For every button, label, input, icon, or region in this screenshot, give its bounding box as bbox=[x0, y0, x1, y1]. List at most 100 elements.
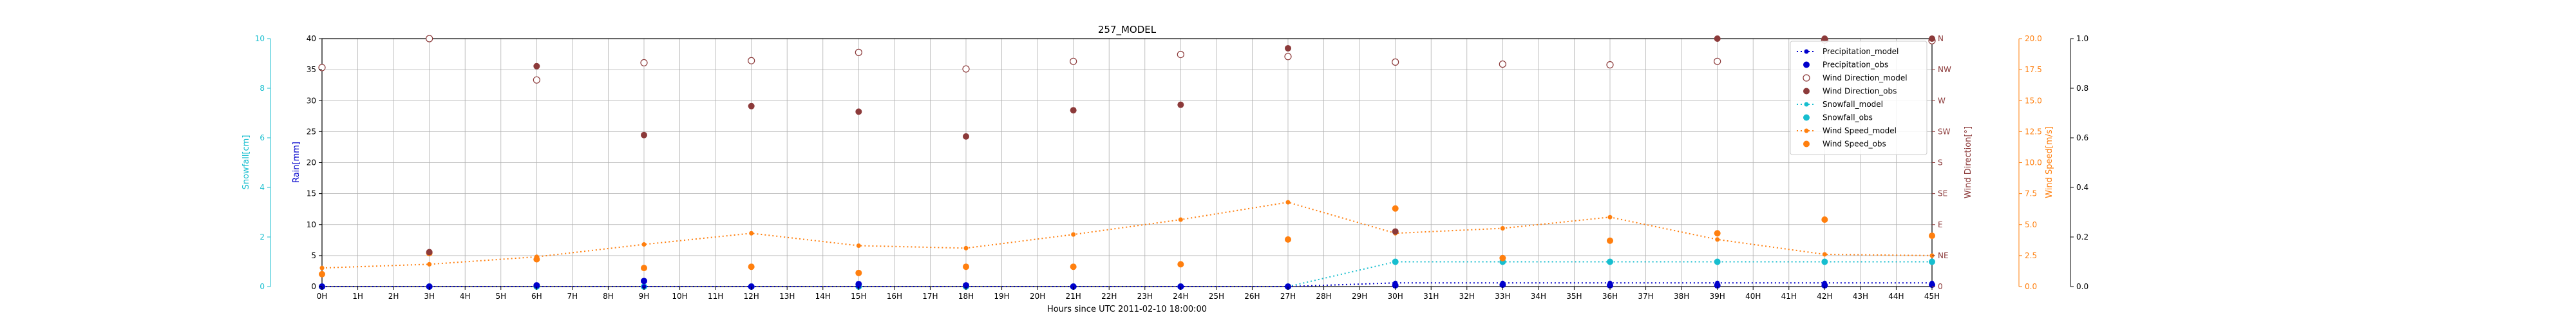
precipitation-obs-point bbox=[1607, 282, 1613, 289]
x-tick-label: 18H bbox=[958, 292, 974, 301]
wind-speed-obs-point bbox=[1929, 232, 1935, 240]
rain-tick-label: 0 bbox=[311, 282, 316, 291]
wind-direction-model-point bbox=[640, 59, 648, 67]
snowfall-obs-point bbox=[1929, 258, 1935, 265]
wind-speed-obs-point bbox=[1177, 261, 1184, 268]
legend-label-wind-speed-obs: Wind Speed_obs bbox=[1823, 140, 1886, 149]
precipitation-obs-point bbox=[1821, 282, 1828, 289]
legend-marker-wind-speed-obs bbox=[1803, 140, 1810, 147]
wind-speed-model-point bbox=[856, 243, 861, 248]
wind-direction-model-point bbox=[962, 65, 970, 73]
extra-tick-label: 0.2 bbox=[2076, 232, 2088, 242]
x-tick-label: 44H bbox=[1888, 292, 1904, 301]
wind-direction-obs-point bbox=[1070, 107, 1077, 114]
precipitation-obs-point bbox=[641, 278, 647, 285]
wind-speed-obs-point bbox=[1607, 237, 1613, 244]
x-axis-label: Hours since UTC 2011-02-10 18:00:00 bbox=[1047, 305, 1207, 314]
extra-tick-label: 0.4 bbox=[2076, 183, 2088, 192]
x-tick-label: 15H bbox=[851, 292, 866, 301]
x-tick-label: 36H bbox=[1602, 292, 1618, 301]
wind-speed-tick-label: 20.0 bbox=[2025, 34, 2042, 43]
snowfall-obs-point bbox=[1392, 258, 1399, 265]
x-tick-label: 0H bbox=[317, 292, 328, 301]
wind-direction-obs-point bbox=[1392, 228, 1399, 235]
x-tick-label: 25H bbox=[1209, 292, 1224, 301]
wind-direction-model-point bbox=[748, 57, 755, 64]
x-tick-label: 38H bbox=[1674, 292, 1689, 301]
series-layer bbox=[318, 35, 1936, 290]
x-tick-label: 45H bbox=[1924, 292, 1940, 301]
x-tick-label: 23H bbox=[1137, 292, 1153, 301]
x-tick-label: 13H bbox=[779, 292, 795, 301]
rain-tick-label: 20 bbox=[307, 158, 316, 167]
precipitation-obs-point bbox=[1714, 282, 1721, 289]
precipitation-model-line bbox=[322, 282, 1932, 287]
x-tick-label: 12H bbox=[744, 292, 759, 301]
grid bbox=[321, 38, 1933, 287]
rain-tick-label: 40 bbox=[307, 34, 316, 43]
x-tick-label: 35H bbox=[1566, 292, 1582, 301]
precipitation-obs-point bbox=[1499, 281, 1506, 289]
wind-speed-model-line bbox=[321, 202, 1933, 269]
x-tick-label: 14H bbox=[815, 292, 831, 301]
snowfall-tick-label: 4 bbox=[260, 183, 265, 192]
wind-speed-obs-point bbox=[1070, 263, 1077, 270]
wind-direction-model-point bbox=[1499, 60, 1506, 68]
wind-direction-obs-point bbox=[641, 131, 647, 138]
x-tick-label: 9H bbox=[639, 292, 650, 301]
x-tick-label: 6H bbox=[531, 292, 542, 301]
snowfall-obs-point bbox=[1821, 258, 1828, 265]
wind-direction-tick-label: SW bbox=[1938, 127, 1951, 136]
extra-tick-label: 0.6 bbox=[2076, 133, 2088, 142]
wind-direction-model-point bbox=[426, 35, 433, 43]
wind-speed-obs-point bbox=[1499, 254, 1506, 261]
legend-label-wind-speed-model: Wind Speed_model bbox=[1823, 126, 1897, 135]
x-tick-label: 1H bbox=[352, 292, 363, 301]
x-tick-label: 34H bbox=[1531, 292, 1546, 301]
wind-direction-tick-label: E bbox=[1938, 220, 1943, 229]
wind-speed-model-point bbox=[1607, 214, 1613, 220]
wind-direction-axis-label: Wind Direction[°] bbox=[1964, 126, 1973, 198]
wind-speed-model-point bbox=[1500, 226, 1505, 231]
x-tick-label: 5H bbox=[495, 292, 506, 301]
wind-speed-tick-label: 0.0 bbox=[2025, 282, 2037, 291]
x-tick-label: 27H bbox=[1280, 292, 1296, 301]
snowfall-tick-label: 0 bbox=[260, 282, 265, 291]
x-tick-label: 10H bbox=[672, 292, 687, 301]
wind-direction-model-series bbox=[318, 35, 1936, 84]
wind-speed-model-point bbox=[319, 265, 325, 270]
wind-speed-model-point bbox=[1071, 232, 1076, 237]
wind-direction-tick-label: N bbox=[1938, 34, 1944, 43]
wind-speed-model-point bbox=[1285, 200, 1291, 205]
wind-direction-obs-point bbox=[426, 249, 433, 256]
extra-tick-label: 1.0 bbox=[2076, 34, 2088, 43]
wind-direction-obs-point bbox=[1821, 35, 1828, 42]
wind-speed-obs-point bbox=[1714, 230, 1721, 237]
wind-speed-model-point bbox=[1178, 217, 1183, 222]
x-tick-label: 26H bbox=[1244, 292, 1260, 301]
wind-speed-tick-label: 7.5 bbox=[2025, 189, 2037, 198]
wind-direction-obs-point bbox=[963, 133, 969, 140]
x-tick-label: 43H bbox=[1853, 292, 1868, 301]
axes-layer: 0H 1H 2H 3H 4H 5H 6H 7H 8H 9H 10H 11H 12H 13H 14H 15H 16… bbox=[255, 34, 2088, 301]
x-tick-label: 30H bbox=[1388, 292, 1403, 301]
x-tick-label: 37H bbox=[1638, 292, 1653, 301]
precipitation-obs-point bbox=[1392, 282, 1399, 289]
wind-direction-obs-point bbox=[748, 102, 755, 109]
wind-direction-model-point bbox=[855, 48, 862, 56]
legend-label-snowfall-obs: Snowfall_obs bbox=[1823, 113, 1873, 122]
wind-speed-tick-label: 12.5 bbox=[2025, 127, 2042, 136]
wind-speed-model-point bbox=[1822, 252, 1827, 257]
wind-direction-model-point bbox=[318, 64, 326, 71]
wind-direction-model-point bbox=[1284, 53, 1292, 61]
x-tick-label: 29H bbox=[1352, 292, 1367, 301]
rain-tick-label: 35 bbox=[307, 65, 316, 74]
x-tick-label: 24H bbox=[1173, 292, 1188, 301]
wind-speed-obs-point bbox=[1392, 205, 1399, 212]
legend-marker-snowfall-model bbox=[1804, 102, 1809, 107]
wind-direction-model-point bbox=[1392, 58, 1399, 66]
legend: Precipitation_model Precipitation_obs Wind… bbox=[1790, 41, 1927, 155]
snowfall-tick-label: 10 bbox=[255, 34, 265, 43]
precipitation-obs-point bbox=[855, 281, 862, 288]
